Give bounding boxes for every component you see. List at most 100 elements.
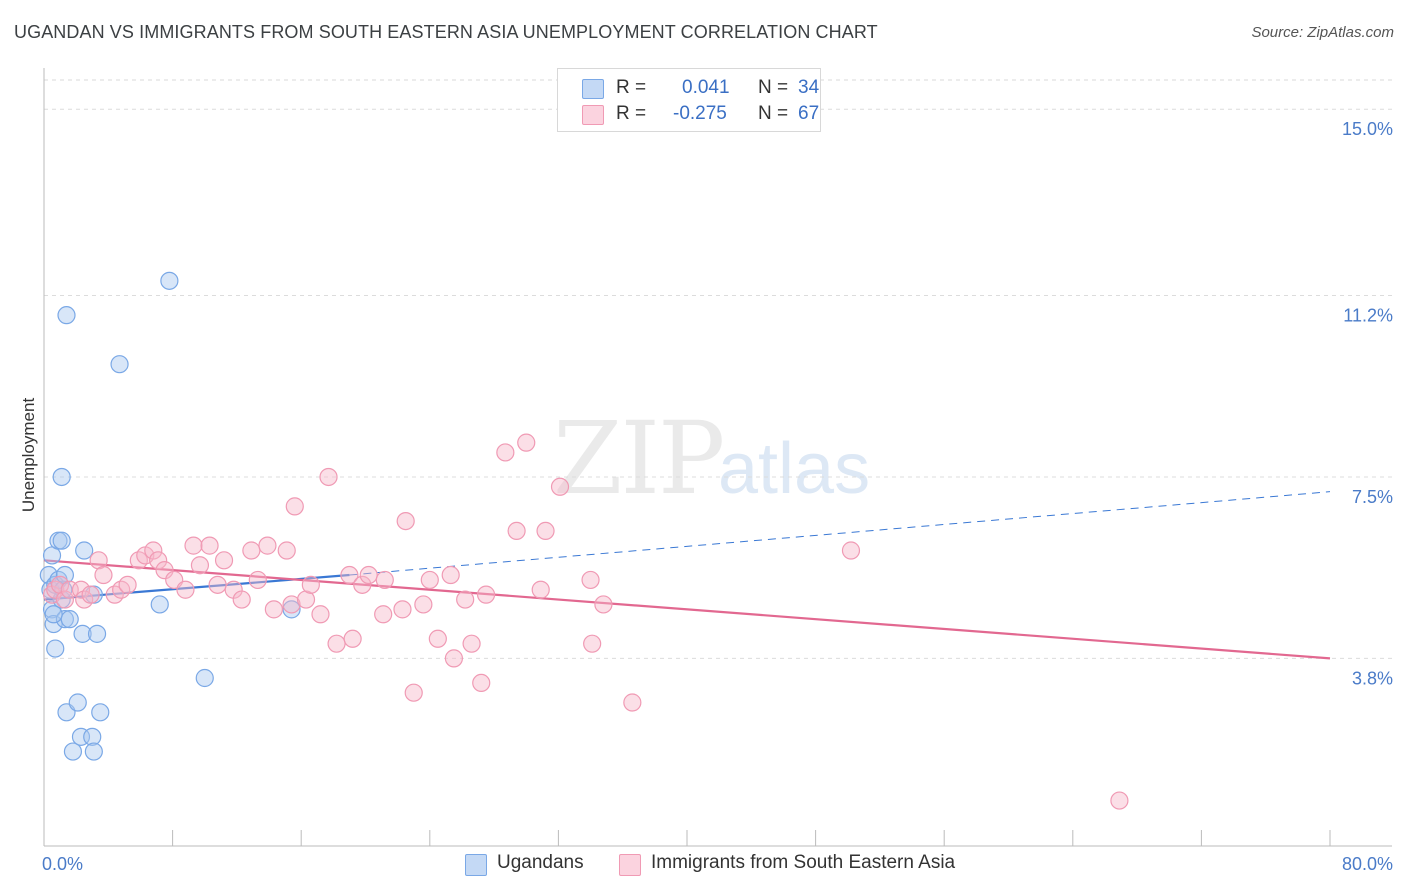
stats-legend: R = 0.041 N = 34 R = -0.275 N = 67 [557,68,821,132]
ugandan-point [55,565,74,585]
ugandan-point [75,541,94,560]
y-tick-label: 3.8% [1352,668,1393,688]
sea-point [1110,791,1129,810]
grid-lines [44,79,1392,659]
sea-point [472,673,491,693]
axis-labels: 3.8% 7.5% 11.2% 15.0% 0.0% 80.0% Unemployment [19,119,1393,874]
ugandan-point [60,610,79,629]
sea-point [190,556,210,575]
sea-point [581,570,600,590]
sea-point [94,565,113,585]
sea-point [420,570,439,590]
sea-point [208,575,227,594]
y-tick-label: 11.2% [1343,306,1393,326]
legend-r-label: R = [616,103,647,124]
sea-point [441,565,460,585]
sea-point [507,521,526,541]
ugandan-point [55,610,74,629]
sea-point [319,467,338,487]
sea-point [296,590,316,609]
sea-point [496,443,515,462]
ugandan-point [282,600,301,619]
sea-point [71,580,91,599]
sea-point [277,541,296,560]
sea-point [155,561,174,580]
source-label: Source: ZipAtlas.com [1251,24,1394,41]
ugandan-point [68,693,87,712]
sea-point [311,605,330,624]
ugandan-trend-extension [349,491,1331,576]
legend-swatch-pink [582,105,604,125]
bottom-legend-label: Immigrants from South Eastern Asia [651,852,956,873]
sea-point [232,590,251,609]
watermark-atlas: atlas [718,429,871,509]
sea-point [462,634,481,653]
legend-n-value: 34 [798,77,820,98]
sea-point [89,551,108,570]
sea-point [476,585,496,604]
sea-point [327,634,346,653]
ugandan-point [46,639,65,658]
sea-point [176,580,195,599]
sea-point [50,575,70,594]
y-axis-label: Unemployment [19,398,38,513]
sea-point [55,590,74,609]
sea-point [375,570,394,590]
sea-point [285,497,304,516]
sea-point [359,565,378,585]
bottom-legend-swatch-pink [619,854,641,876]
sea-point [404,683,423,702]
sea-point [393,600,412,619]
sea-point [149,551,168,570]
y-tick-label: 7.5% [1352,487,1393,507]
sea-point [340,565,359,585]
sea-point [258,536,277,555]
ugandan-point [73,624,92,643]
sea-point [144,541,163,560]
sea-point [536,521,555,541]
ugandan-point [160,271,179,290]
sea-point [282,595,301,614]
sea-point [444,649,464,668]
sea-point [531,580,550,599]
sea-point [414,595,433,614]
watermark-zip: ZIP [553,400,725,517]
x-tick-label-min: 0.0% [42,854,83,874]
legend-n-value: 67 [798,103,820,124]
data-points [39,271,1129,810]
sea-point [81,585,100,604]
sea-point [118,575,137,594]
ugandan-point [87,624,107,643]
sea-point [374,605,393,624]
sea-point [353,575,372,594]
bottom-legend-label: Ugandans [497,852,584,873]
sea-point [550,477,570,496]
ugandan-point [84,742,103,761]
bottom-legend-swatch-blue [465,854,487,876]
legend-swatch-blue [582,79,604,99]
sea-point [594,595,613,614]
sea-point [264,600,283,619]
legend-n-label: N = [758,77,789,98]
sea-point [583,634,602,653]
ugandan-point [91,703,110,722]
axes [43,68,1392,847]
trend-lines [43,491,1331,660]
sea-point [517,433,536,452]
sea-point [428,629,447,648]
y-tick-label: 15.0% [1342,119,1393,139]
ugandan-point [44,605,63,624]
ugandan-point [83,727,102,746]
x-tick-label-max: 80.0% [1342,854,1393,874]
chart-title: UGANDAN VS IMMIGRANTS FROM SOUTH EASTERN… [14,22,878,42]
sea-point [623,693,642,712]
sea-point [184,536,203,555]
sea-point [841,541,861,560]
legend-r-value: -0.275 [673,103,727,124]
sea-point [200,536,219,555]
sea-point [396,511,415,531]
legend-r-value: 0.041 [682,77,730,98]
sea-trend-line [43,559,1331,660]
ugandan-point [52,531,71,550]
